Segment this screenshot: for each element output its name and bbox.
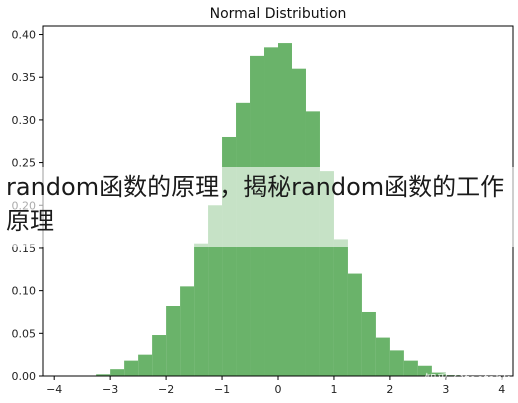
x-tick-label: −2 [158,383,174,396]
x-tick-label: 2 [386,383,393,396]
histogram-bar [166,306,181,376]
histogram-bar [417,365,432,376]
histogram-bar [110,369,125,376]
chart-title: Normal Distribution [210,6,347,22]
x-tick-label: 4 [498,383,505,396]
x-tick-label: −4 [46,383,62,396]
x-tick-label: −1 [214,383,230,396]
histogram-bar [403,360,418,376]
overlay-band [0,167,518,247]
histogram-bar [389,350,404,376]
overlay-caption: random函数的原理，揭秘random函数的工作原理 [6,173,505,235]
x-axis: −4 −3 −2 −1 0 1 2 3 4 [46,376,505,396]
histogram-bar [347,273,362,376]
y-tick-label: 0.05 [12,327,37,340]
histogram-bar [208,205,223,376]
histogram-bar [124,360,139,376]
histogram-bar [138,354,153,376]
y-tick-label: 0.25 [12,157,37,170]
y-tick-label: 0.35 [12,71,37,84]
histogram-bar [375,337,390,376]
y-tick-label: 0.00 [12,370,37,383]
x-tick-label: 3 [442,383,449,396]
x-tick-label: 1 [330,383,337,396]
histogram-bar [431,372,446,376]
y-tick-label: 0.30 [12,114,37,127]
histogram-bar [96,374,111,376]
histogram-bar [194,243,209,376]
x-tick-label: 0 [275,383,282,396]
histogram-bar [180,286,195,376]
y-tick-label: 0.10 [12,285,37,298]
histogram-bar [361,311,376,376]
histogram-bar [152,335,167,376]
y-tick-label: 0.40 [12,29,37,42]
histogram-bar [333,239,348,376]
x-tick-label: −3 [102,383,118,396]
watermark-text: 知乎 @toofabk [424,372,510,386]
